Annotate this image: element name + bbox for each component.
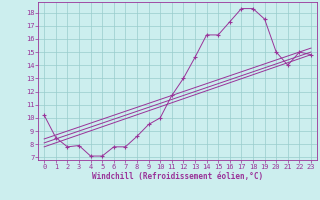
- X-axis label: Windchill (Refroidissement éolien,°C): Windchill (Refroidissement éolien,°C): [92, 172, 263, 181]
